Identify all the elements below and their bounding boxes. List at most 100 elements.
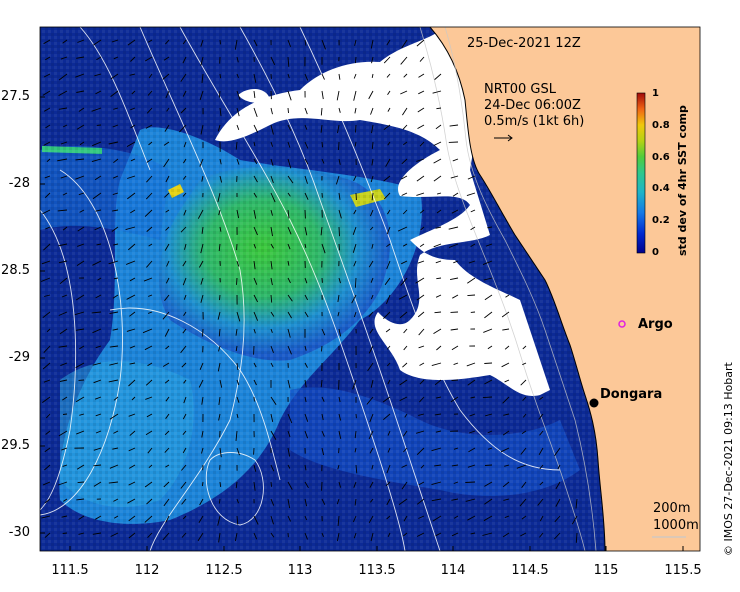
current-vector (386, 39, 391, 46)
current-vector (253, 141, 256, 147)
current-vector (217, 192, 221, 203)
current-vector (130, 107, 136, 111)
current-vector (165, 209, 170, 213)
current-vector (181, 464, 187, 471)
current-vector (113, 430, 119, 434)
colorbar-tick: 0.2 (652, 215, 670, 226)
current-vector (522, 345, 527, 350)
current-vector (94, 226, 102, 231)
current-vector (162, 73, 170, 80)
current-vector (338, 413, 342, 421)
current-vector (484, 362, 493, 364)
current-vector (287, 447, 291, 457)
current-vector (41, 515, 51, 519)
current-vector (112, 124, 119, 128)
current-vector (130, 158, 136, 162)
current-vector (338, 73, 341, 80)
current-vector (385, 158, 391, 167)
current-vector (182, 90, 187, 97)
current-vector (353, 481, 357, 488)
current-vector (557, 464, 561, 470)
x-tick-label: 112 (134, 563, 160, 578)
current-vector (418, 345, 425, 349)
current-vector (401, 481, 408, 490)
current-vector (270, 413, 274, 422)
current-vector (164, 192, 170, 198)
current-vector (144, 345, 153, 351)
dongara-marker[interactable] (589, 398, 599, 408)
current-vector (94, 396, 102, 400)
current-vector (370, 175, 374, 183)
current-vector (416, 498, 425, 505)
current-vector (519, 498, 527, 507)
current-vector (353, 73, 357, 79)
current-vector (402, 243, 408, 247)
current-vector (304, 158, 309, 165)
current-vector (453, 515, 459, 519)
current-vector (200, 39, 204, 47)
current-vector (416, 39, 425, 47)
current-vector (91, 158, 102, 163)
current-vector (287, 481, 293, 490)
current-vector (95, 515, 102, 520)
current-vector (180, 226, 187, 233)
current-vector (505, 294, 510, 298)
current-vector (417, 311, 425, 318)
current-vector (145, 124, 153, 129)
current-vector (320, 226, 323, 236)
current-vector (386, 260, 391, 270)
current-vector (165, 464, 170, 468)
current-vector (386, 73, 391, 78)
current-vector (61, 294, 68, 298)
current-vector (270, 243, 274, 249)
current-vector (304, 379, 307, 388)
contour-legend-1000m: 1000m (653, 518, 699, 533)
current-vector (236, 73, 239, 79)
current-vector (467, 294, 476, 297)
current-vector (131, 396, 136, 401)
current-vector (516, 464, 527, 469)
current-vector (236, 209, 240, 219)
current-vector (236, 447, 240, 456)
current-vector (287, 379, 291, 389)
current-vector (163, 498, 170, 507)
current-vector (128, 464, 136, 469)
current-vector (384, 277, 391, 286)
y-tick-label: -28 (8, 176, 30, 191)
current-vector (93, 39, 102, 46)
current-vector (270, 532, 275, 538)
current-vector (164, 430, 170, 436)
current-vector (485, 243, 493, 247)
current-vector (338, 226, 340, 237)
current-vector (287, 209, 290, 219)
current-vector (383, 192, 391, 200)
current-vector (58, 90, 68, 96)
current-vector (145, 396, 153, 400)
current-vector (92, 260, 102, 266)
current-vector (434, 464, 442, 467)
current-vector (386, 243, 391, 248)
current-vector (468, 260, 476, 264)
colorbar-tick: 1 (652, 88, 659, 99)
current-vector (95, 209, 102, 212)
current-vector (270, 141, 274, 147)
current-vector (253, 226, 258, 236)
current-vector (113, 56, 119, 60)
current-vector (418, 90, 425, 95)
current-vector (385, 328, 391, 333)
current-vector (400, 90, 408, 95)
argo-marker[interactable] (618, 320, 626, 328)
current-vector (236, 158, 240, 165)
current-vector (483, 515, 493, 522)
current-vector (387, 90, 391, 95)
current-vector (436, 345, 442, 351)
current-vector (182, 447, 187, 454)
current-vector (184, 243, 187, 250)
current-vector (355, 124, 357, 133)
current-vector (504, 464, 510, 467)
current-vector (179, 124, 187, 133)
current-vector (287, 328, 291, 338)
current-vector (147, 90, 153, 96)
current-vector (502, 532, 510, 538)
current-vector (201, 481, 204, 487)
